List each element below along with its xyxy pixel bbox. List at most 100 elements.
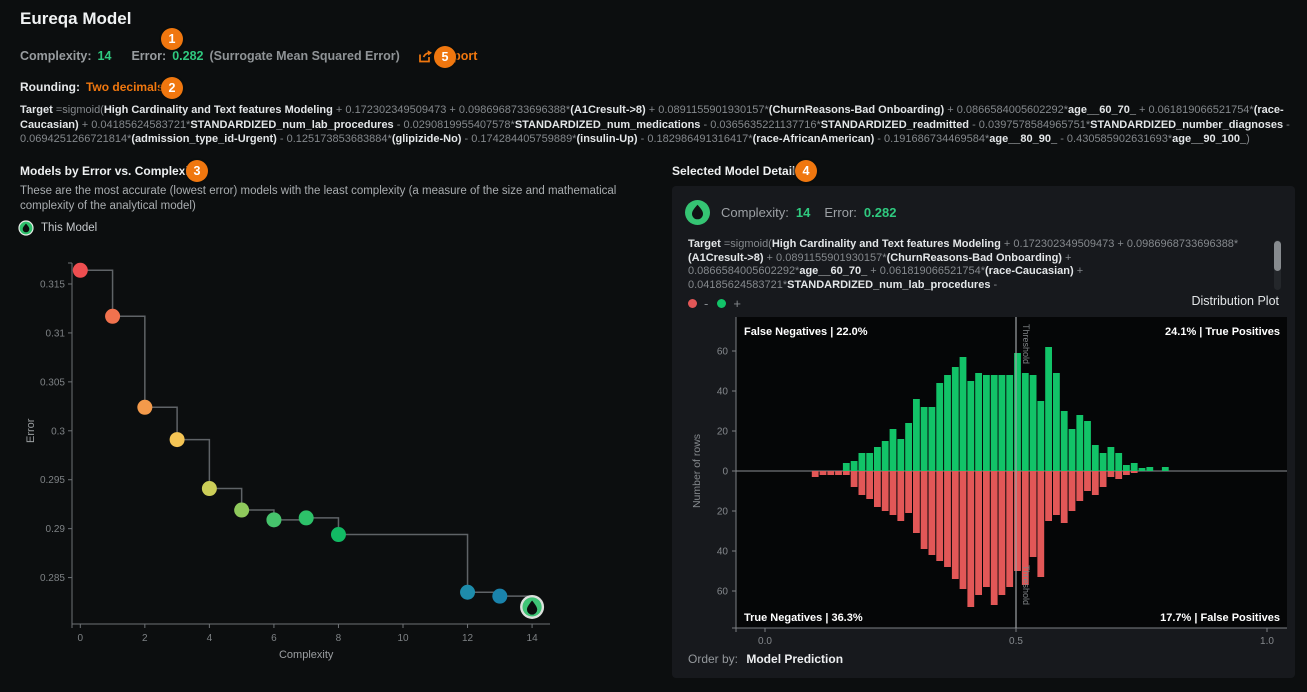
dist-bar-positive: [866, 453, 874, 471]
dist-bar-negative: [1045, 471, 1052, 521]
svg-text:10: 10: [397, 633, 409, 644]
model-point[interactable]: [266, 512, 282, 528]
dist-bar-positive: [1006, 375, 1014, 471]
complexity-value: 14: [97, 49, 112, 63]
dist-bar-negative: [983, 471, 990, 587]
dist-bar-positive: [998, 375, 1006, 471]
model-point[interactable]: [298, 510, 314, 526]
order-by-value[interactable]: Model Prediction: [746, 652, 844, 666]
this-model-pin-icon: [18, 220, 34, 236]
dist-bar-negative: [975, 471, 982, 595]
this-model-marker[interactable]: [520, 594, 545, 619]
model-point[interactable]: [105, 308, 121, 324]
dist-bar-negative: [944, 471, 951, 567]
this-model-legend-label: This Model: [41, 222, 98, 234]
rounding-label: Rounding:: [20, 80, 80, 94]
dist-bar-positive: [897, 439, 905, 471]
model-point[interactable]: [169, 432, 185, 448]
dist-bar-positive: [1099, 453, 1107, 471]
model-point[interactable]: [234, 502, 250, 518]
dist-bar-positive: [975, 373, 982, 471]
svg-text:0.305: 0.305: [40, 377, 65, 388]
page-title: Eureqa Model: [20, 9, 132, 28]
svg-text:17.7% | False Positives: 17.7% | False Positives: [1160, 612, 1280, 624]
dist-bar-negative: [858, 471, 866, 495]
dist-bar-negative: [1115, 471, 1123, 479]
rounding-control: Rounding: Two decimals: [20, 78, 181, 94]
dist-bar-positive: [1053, 373, 1060, 471]
dist-bar-negative: [1037, 471, 1045, 577]
dist-bar-positive: [990, 375, 998, 471]
svg-text:0.3: 0.3: [51, 426, 65, 437]
card-metrics: Complexity: 14 Error: 0.282: [684, 199, 896, 226]
export-icon: [418, 49, 433, 63]
positive-class-dot: [717, 299, 727, 308]
dist-bar-positive: [842, 463, 850, 471]
svg-text:40: 40: [717, 547, 729, 558]
dist-bar-negative: [1060, 471, 1068, 523]
left-panel-title: Models by Error vs. Complexity: [20, 164, 200, 178]
complexity-label: Complexity:: [20, 49, 92, 63]
dist-bar-negative: [1068, 471, 1076, 511]
dist-bar-negative: [967, 471, 975, 607]
svg-text:8: 8: [336, 633, 342, 644]
dist-bar-positive: [889, 429, 897, 471]
dist-bar-positive: [1161, 467, 1169, 471]
svg-text:Threshold: Threshold: [1021, 324, 1031, 364]
this-model-legend: This Model: [18, 220, 97, 236]
dist-bar-positive: [1084, 421, 1091, 471]
dist-bar-positive: [1060, 411, 1068, 471]
svg-text:40: 40: [717, 387, 729, 398]
dist-bar-negative: [1123, 471, 1130, 475]
dist-bar-negative: [1014, 471, 1021, 571]
dist-bar-negative: [866, 471, 874, 499]
svg-text:12: 12: [462, 633, 474, 644]
annotation-badge-4: 4: [795, 160, 817, 182]
card-complexity-value: 14: [795, 205, 811, 220]
dist-bar-positive: [967, 381, 975, 471]
annotation-badge-2: 2: [161, 77, 183, 99]
svg-text:0.29: 0.29: [46, 524, 66, 535]
order-by-row: Order by: Model Prediction: [688, 652, 843, 666]
dist-bar-negative: [897, 471, 905, 521]
card-model-formula[interactable]: Target =sigmoid(High Cardinality and Tex…: [688, 238, 1239, 291]
svg-text:0.315: 0.315: [40, 280, 65, 291]
dist-bar-positive: [1076, 415, 1084, 471]
model-point[interactable]: [201, 481, 217, 497]
formula-scrollbar[interactable]: [1274, 241, 1281, 271]
svg-text:Error: Error: [25, 418, 37, 443]
model-point[interactable]: [330, 527, 346, 543]
dist-bar-negative: [905, 471, 912, 513]
positive-class-label: +: [733, 296, 741, 311]
dist-bar-negative: [1006, 471, 1014, 587]
left-panel-description: These are the most accurate (lowest erro…: [20, 185, 617, 212]
negative-class-dot: [688, 299, 697, 308]
rounding-dropdown[interactable]: Two decimals: [86, 78, 181, 94]
dist-bar-negative: [959, 471, 967, 589]
svg-text:14: 14: [527, 633, 539, 644]
dist-bar-negative: [1130, 471, 1138, 473]
dist-bar-negative: [928, 471, 936, 555]
dist-bar-positive: [858, 453, 866, 471]
svg-text:20: 20: [717, 507, 729, 518]
dist-bar-negative: [1076, 471, 1084, 501]
dist-bar-positive: [928, 407, 936, 471]
negative-class-label: -: [704, 296, 709, 311]
dist-bar-positive: [1068, 429, 1076, 471]
order-by-label: Order by:: [688, 652, 739, 666]
svg-text:60: 60: [717, 347, 729, 358]
model-point[interactable]: [492, 588, 508, 604]
dist-bar-negative: [1099, 471, 1107, 487]
model-point[interactable]: [137, 399, 153, 415]
header-metrics: Complexity: 14 Error: 0.282 (Surrogate M…: [20, 49, 477, 63]
svg-text:0: 0: [78, 633, 84, 644]
dist-bar-negative: [842, 471, 850, 475]
dist-bar-positive: [936, 383, 944, 471]
svg-text:True Negatives | 36.3%: True Negatives | 36.3%: [744, 612, 863, 624]
model-point[interactable]: [72, 262, 88, 278]
dist-bar-negative: [889, 471, 897, 515]
svg-text:False Negatives | 22.0%: False Negatives | 22.0%: [744, 326, 868, 338]
model-point[interactable]: [460, 584, 476, 600]
dist-bar-positive: [951, 367, 959, 471]
dist-bar-positive: [983, 375, 990, 471]
